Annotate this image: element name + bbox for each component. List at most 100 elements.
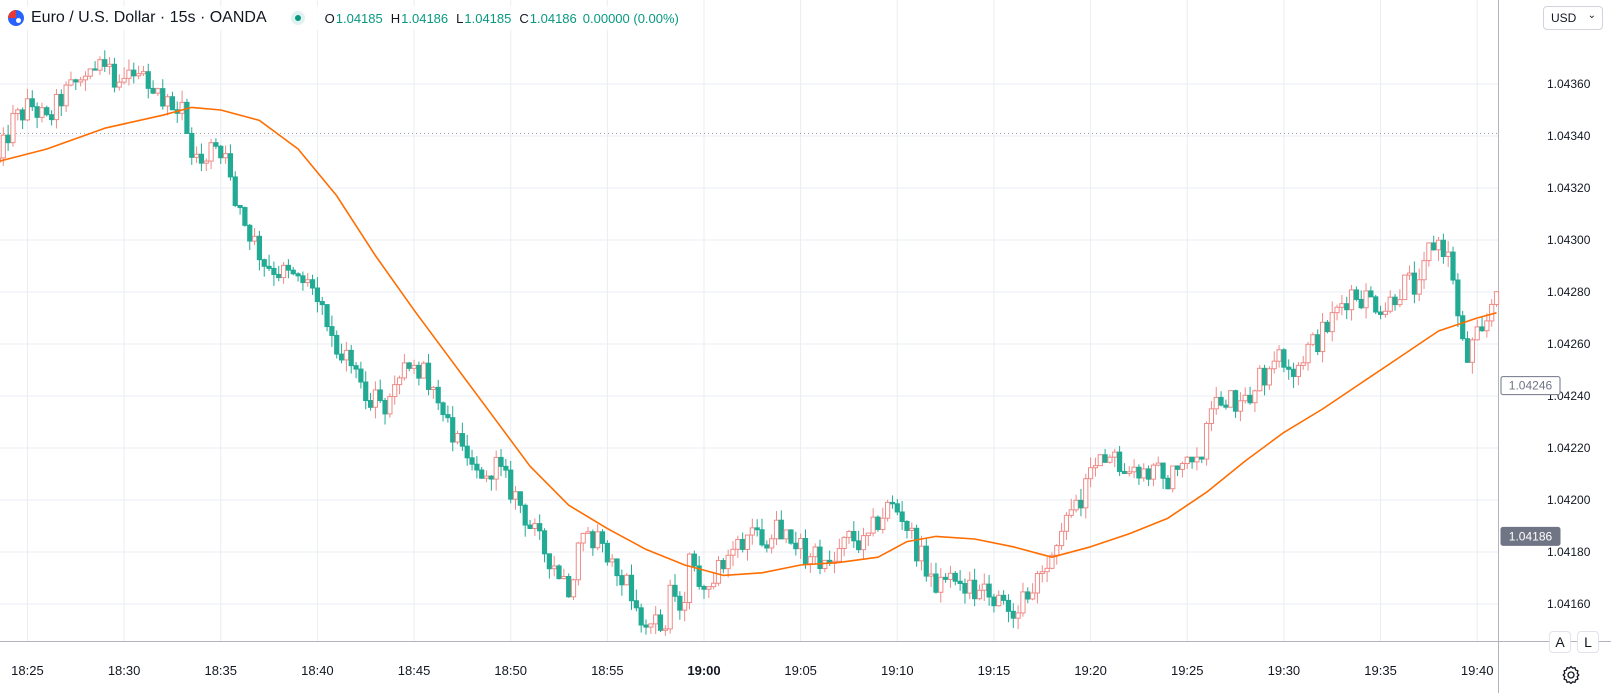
y-tick-label: 1.04360 <box>1547 77 1591 91</box>
candle-up <box>1184 456 1190 465</box>
gear-icon[interactable] <box>1561 664 1581 684</box>
candle-up <box>305 279 311 284</box>
candle-down <box>1290 368 1297 377</box>
candle-down <box>1010 610 1016 619</box>
auto-scale-button[interactable]: A <box>1549 631 1571 653</box>
candle-down <box>464 445 470 459</box>
candle-up <box>1054 545 1060 556</box>
candle-down <box>242 207 248 226</box>
candle-down <box>1353 289 1359 300</box>
candle-up <box>251 235 258 242</box>
candle-down <box>759 529 765 546</box>
candle-up <box>595 531 601 549</box>
candle-up <box>1474 326 1480 341</box>
candle-down <box>1411 272 1417 295</box>
candle-up <box>749 527 755 536</box>
candle-up <box>1034 572 1041 594</box>
candle-up <box>981 583 987 591</box>
candle-down <box>701 585 707 590</box>
candle-down <box>1136 466 1142 479</box>
candle-down <box>5 134 11 144</box>
high-key: H <box>390 10 401 26</box>
candle-up <box>39 107 45 118</box>
candle-up <box>512 491 519 500</box>
price-badge <box>1500 526 1561 546</box>
candle-down <box>479 469 485 479</box>
y-tick-label: 1.04340 <box>1547 129 1591 143</box>
candle-down <box>406 362 412 369</box>
candle-up <box>1271 360 1277 370</box>
candle-up <box>783 529 789 540</box>
candle-down <box>1247 394 1253 404</box>
candle-up <box>1402 274 1408 301</box>
candle-up <box>846 530 852 538</box>
candle-down <box>334 334 340 355</box>
candle-up <box>561 576 567 580</box>
candle-down <box>633 600 639 609</box>
candle-down <box>943 576 949 580</box>
x-tick-label: 19:20 <box>1074 663 1107 678</box>
low-value: 1.04185 <box>464 10 512 26</box>
candle-up <box>280 264 287 279</box>
candle-down <box>290 269 296 275</box>
price-badge-label: 1.04246 <box>1509 379 1553 393</box>
candle-down <box>295 273 301 277</box>
candle-up <box>967 579 973 594</box>
candle-down <box>851 530 857 542</box>
symbol-legend: Euro / U.S. Dollar · 15s · OANDA O 1.0418… <box>8 6 685 30</box>
candle-up <box>1406 272 1413 276</box>
change-value: 0.00000 (0.00%) <box>582 10 679 26</box>
candle-up <box>1083 478 1089 509</box>
candle-down <box>1315 334 1321 353</box>
candle-up <box>68 79 74 86</box>
candle-up <box>1489 303 1495 322</box>
candle-up <box>1088 467 1094 480</box>
candle-up <box>1049 554 1055 569</box>
candle-up <box>735 539 741 550</box>
candle-down <box>788 529 794 544</box>
candle-down <box>677 595 683 611</box>
candle-down <box>672 584 678 597</box>
candle-down <box>1373 296 1379 313</box>
candle-down <box>73 79 79 83</box>
candle-up <box>1469 339 1475 363</box>
candle-up <box>483 475 490 479</box>
open-value: 1.04185 <box>335 10 383 26</box>
candle-up <box>392 384 398 398</box>
candle-up <box>570 579 577 598</box>
log-scale-button[interactable]: L <box>1577 631 1599 653</box>
candle-down <box>218 145 224 159</box>
candle-down <box>899 511 905 522</box>
candle-up <box>1252 390 1258 404</box>
x-tick-label: 18:50 <box>494 663 527 678</box>
candle-down <box>754 527 760 531</box>
candle-up <box>870 516 876 534</box>
close-value: 1.04186 <box>529 10 577 26</box>
candle-up <box>1310 334 1316 345</box>
candle-down <box>875 516 881 530</box>
candle-up <box>773 519 780 540</box>
candle-down <box>517 491 523 506</box>
candle-down <box>1116 451 1123 472</box>
y-tick-label: 1.04280 <box>1547 285 1591 299</box>
candle-down <box>793 542 799 550</box>
candle-down <box>160 88 166 107</box>
currency-selector[interactable]: USD ⌄ <box>1543 6 1603 30</box>
x-tick-label: 18:40 <box>301 663 334 678</box>
x-tick-label: 18:25 <box>11 663 44 678</box>
candle-down <box>914 527 920 562</box>
candle-down <box>1174 465 1181 470</box>
candle-up <box>1208 408 1215 425</box>
candle-down <box>271 267 277 275</box>
candle-down <box>1232 390 1239 412</box>
candle-down <box>1189 456 1195 463</box>
candle-down <box>614 558 620 577</box>
candle-up <box>10 113 16 144</box>
candle-down <box>1460 315 1466 340</box>
symbol-title[interactable]: Euro / U.S. Dollar · 15s · OANDA <box>31 9 267 26</box>
candle-up <box>1276 349 1282 362</box>
candle-up <box>1073 499 1079 511</box>
candle-up <box>87 68 93 77</box>
